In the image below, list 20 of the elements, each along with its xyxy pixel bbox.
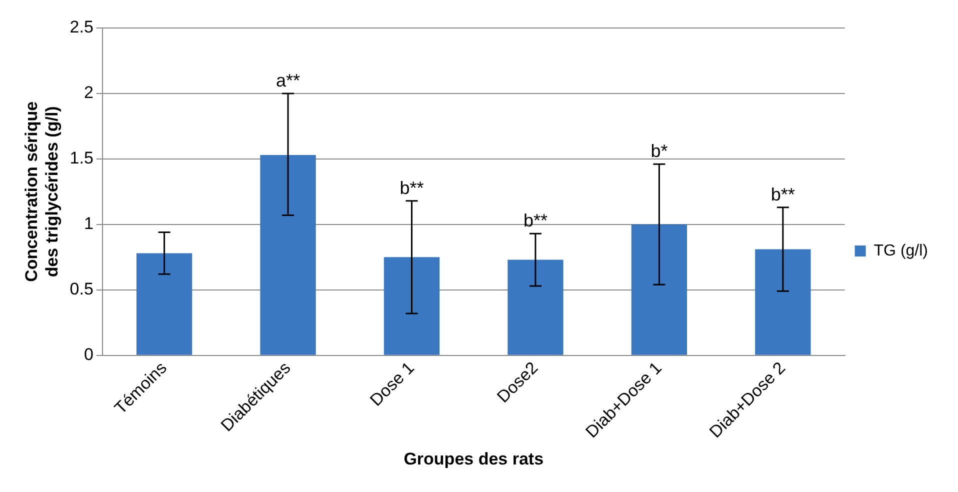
x-axis-title: Groupes des rats: [404, 449, 544, 468]
annotation: b**: [770, 184, 795, 204]
y-tick-label: 0: [84, 345, 94, 364]
bar: [384, 257, 440, 355]
bar: [260, 155, 316, 355]
bar: [755, 249, 811, 355]
annotation: b**: [400, 178, 424, 198]
y-tick-label: 2.5: [70, 18, 94, 37]
annotation: b*: [650, 141, 668, 162]
annotation: a**: [276, 70, 300, 90]
y-tick-label: 1: [84, 214, 94, 234]
y-tick-label: 2: [84, 83, 94, 102]
bar: [136, 253, 192, 355]
y-tick-label: 1.5: [70, 148, 94, 168]
bar: [508, 260, 564, 355]
legend-label: TG (g/l): [874, 242, 928, 260]
y-axis-title: Concentration sérique des triglycérides (g/l): [22, 101, 62, 282]
annotation: b**: [523, 210, 548, 231]
bar: [631, 224, 688, 355]
y-tick-label: 0.5: [70, 280, 94, 299]
